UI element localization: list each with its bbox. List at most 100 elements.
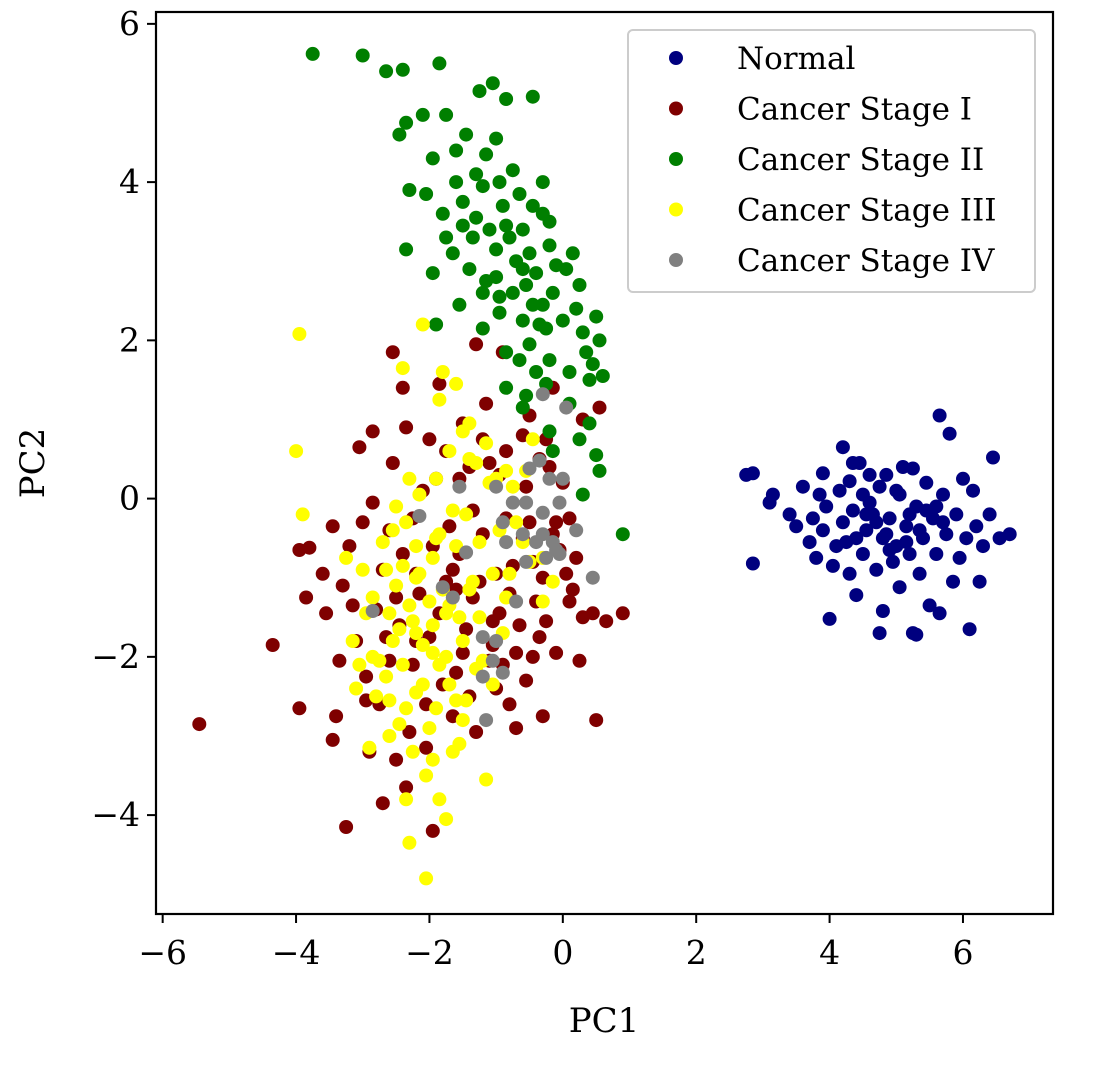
data-point bbox=[389, 578, 404, 593]
data-point bbox=[899, 519, 914, 534]
data-point bbox=[872, 626, 887, 641]
data-point bbox=[949, 507, 964, 522]
data-point bbox=[395, 657, 410, 672]
data-point bbox=[339, 820, 354, 834]
data-point bbox=[425, 645, 440, 660]
data-point bbox=[459, 622, 474, 637]
data-point bbox=[385, 634, 400, 648]
data-point bbox=[972, 574, 987, 589]
data-point bbox=[405, 744, 420, 759]
data-point bbox=[415, 677, 430, 692]
data-point bbox=[479, 396, 494, 411]
data-point bbox=[465, 230, 480, 245]
data-point bbox=[449, 143, 464, 158]
x-tick-label: 2 bbox=[686, 933, 707, 972]
data-point bbox=[849, 531, 864, 546]
y-tick-label: 4 bbox=[119, 162, 140, 201]
y-tick-label: −2 bbox=[91, 637, 140, 676]
data-point bbox=[425, 618, 440, 633]
data-point bbox=[562, 594, 577, 609]
data-point bbox=[439, 812, 454, 827]
data-point bbox=[509, 721, 524, 736]
data-point bbox=[385, 456, 400, 470]
data-point bbox=[522, 246, 537, 261]
x-tick-label: −6 bbox=[138, 933, 187, 972]
data-point bbox=[535, 709, 550, 724]
data-point bbox=[912, 523, 927, 538]
data-point bbox=[369, 689, 384, 704]
legend-label: Normal bbox=[737, 41, 855, 77]
legend-label: Cancer Stage II bbox=[737, 142, 984, 178]
data-point bbox=[542, 471, 557, 486]
data-point bbox=[745, 466, 760, 481]
data-point bbox=[485, 566, 500, 581]
data-point bbox=[452, 610, 467, 625]
data-point bbox=[432, 392, 447, 407]
data-point bbox=[532, 453, 547, 468]
data-point bbox=[1002, 527, 1017, 542]
data-point bbox=[425, 823, 440, 838]
data-point bbox=[525, 432, 540, 447]
data-point bbox=[449, 665, 464, 680]
data-point bbox=[392, 622, 407, 637]
data-point bbox=[932, 408, 947, 423]
x-tick-label: 6 bbox=[952, 933, 973, 972]
data-point bbox=[355, 562, 370, 577]
data-point bbox=[419, 740, 434, 755]
data-point bbox=[519, 479, 534, 494]
data-point bbox=[402, 725, 417, 739]
data-point bbox=[389, 590, 404, 605]
data-point bbox=[519, 554, 534, 569]
data-point bbox=[389, 499, 404, 514]
data-point bbox=[449, 693, 464, 708]
data-point bbox=[429, 317, 444, 332]
data-point bbox=[362, 740, 377, 755]
data-point bbox=[525, 198, 540, 213]
data-point bbox=[535, 527, 550, 542]
data-point bbox=[409, 570, 424, 585]
legend-label: Cancer Stage I bbox=[737, 92, 972, 128]
legend: Normal Cancer Stage I Cancer Stage II Cance… bbox=[627, 29, 1036, 293]
data-point bbox=[589, 448, 604, 463]
axes: −6 −4 −2 0 2 4 6 −4 −2 0 2 4 6 bbox=[91, 4, 973, 972]
series-normal bbox=[739, 408, 1017, 642]
y-axis-label: PC2 bbox=[13, 428, 53, 499]
data-point bbox=[542, 353, 557, 368]
data-point bbox=[525, 649, 540, 664]
data-point bbox=[862, 467, 877, 482]
data-point bbox=[429, 701, 444, 716]
data-point bbox=[555, 471, 570, 486]
data-point bbox=[379, 669, 394, 684]
data-point bbox=[455, 218, 470, 233]
data-point bbox=[385, 523, 400, 538]
data-point bbox=[919, 475, 934, 490]
data-point bbox=[942, 426, 957, 441]
data-point bbox=[482, 222, 497, 237]
data-point bbox=[549, 515, 564, 530]
data-point bbox=[615, 527, 630, 542]
x-axis-label: PC1 bbox=[569, 1001, 640, 1041]
data-point bbox=[292, 327, 307, 341]
data-point bbox=[572, 432, 587, 447]
data-point bbox=[575, 487, 590, 502]
data-point bbox=[392, 127, 407, 142]
data-point bbox=[509, 645, 524, 660]
data-point bbox=[529, 365, 544, 379]
data-point bbox=[479, 436, 494, 451]
data-point bbox=[475, 179, 490, 194]
data-point bbox=[449, 175, 464, 190]
legend-marker bbox=[669, 152, 683, 166]
legend-marker bbox=[669, 101, 683, 116]
data-point bbox=[429, 471, 444, 486]
data-point bbox=[795, 479, 810, 494]
data-point bbox=[512, 353, 527, 368]
data-point bbox=[499, 463, 514, 478]
data-point bbox=[936, 487, 950, 502]
data-point bbox=[582, 372, 597, 387]
series-cancer-stage-i bbox=[192, 337, 630, 838]
data-point bbox=[452, 479, 467, 494]
data-point bbox=[419, 871, 434, 886]
data-point bbox=[902, 507, 917, 522]
data-point bbox=[405, 614, 420, 629]
data-point bbox=[879, 527, 894, 542]
